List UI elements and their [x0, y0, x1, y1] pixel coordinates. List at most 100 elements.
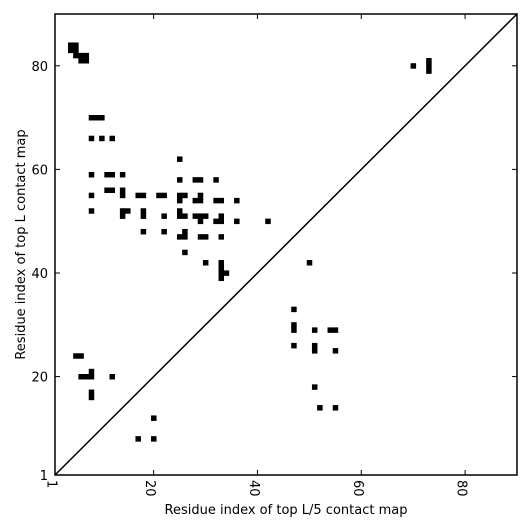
contact-point-top-l	[156, 192, 162, 199]
contact-point-top-l	[109, 135, 115, 142]
contact-point-top-l	[125, 208, 131, 214]
contact-point-top-l	[202, 213, 209, 219]
contact-point-top-l5	[135, 436, 141, 442]
contact-point-top-l5	[332, 348, 339, 354]
contact-point-top-l	[73, 353, 79, 359]
contact-point-top-l	[88, 373, 95, 380]
contact-point-top-l5	[311, 384, 318, 390]
contact-point-top-l	[176, 234, 183, 240]
contact-point-top-l	[67, 42, 74, 48]
contact-point-top-l	[182, 234, 188, 240]
contact-point-top-l5	[291, 306, 297, 313]
contact-point-top-l	[182, 192, 188, 199]
contact-point-top-l	[213, 218, 219, 225]
contact-point-top-l5	[410, 63, 417, 69]
contact-point-top-l	[192, 177, 199, 183]
contact-point-top-l	[109, 373, 115, 380]
contact-point-top-l	[78, 373, 84, 380]
contact-point-top-l	[140, 228, 147, 235]
contact-point-top-l	[161, 213, 167, 219]
contact-point-top-l	[223, 270, 230, 276]
contact-point-top-l	[99, 135, 105, 142]
contact-point-top-l	[88, 394, 95, 401]
contact-point-top-l	[140, 213, 147, 219]
contact-point-top-l5	[332, 405, 339, 411]
contact-point-top-l	[213, 177, 219, 183]
contact-point-top-l	[192, 197, 199, 204]
x-tick-label: 1	[44, 480, 59, 488]
contact-point-top-l	[234, 197, 240, 204]
contact-point-top-l5	[311, 327, 318, 333]
contact-point-top-l	[88, 135, 95, 142]
contact-point-top-l	[119, 208, 126, 214]
contact-point-top-l	[83, 52, 90, 59]
contact-point-top-l	[78, 353, 84, 359]
contact-point-top-l	[88, 208, 95, 214]
contact-point-top-l5	[291, 342, 297, 349]
contact-point-top-l	[67, 47, 74, 54]
contact-point-top-l	[73, 42, 79, 48]
contact-point-top-l	[119, 187, 126, 194]
contact-point-top-l	[182, 249, 188, 256]
contact-point-top-l	[109, 171, 115, 178]
points-layer	[67, 42, 432, 442]
contact-point-top-l5	[151, 415, 157, 421]
contact-point-top-l5	[426, 68, 432, 74]
y-tick-label: 80	[31, 60, 48, 75]
contact-point-top-l	[192, 213, 199, 219]
contact-point-top-l	[202, 234, 209, 240]
y-tick-label: 1	[40, 469, 48, 484]
contact-point-top-l	[88, 192, 95, 199]
contact-point-top-l	[83, 58, 90, 64]
contact-point-top-l	[161, 228, 167, 235]
contact-point-top-l	[176, 197, 183, 204]
contact-point-top-l	[182, 228, 188, 235]
contact-point-top-l	[197, 192, 204, 199]
contact-point-top-l5	[426, 58, 432, 64]
contact-point-top-l	[119, 213, 126, 219]
contact-point-top-l	[265, 218, 271, 225]
contact-point-top-l	[104, 187, 110, 194]
contact-point-top-l5	[426, 63, 432, 69]
contact-point-top-l	[197, 213, 204, 219]
contact-point-top-l	[213, 197, 219, 204]
y-tick-label: 60	[31, 163, 48, 178]
contact-point-top-l	[140, 208, 147, 214]
x-tick-label: 20	[142, 480, 157, 497]
contact-point-top-l	[218, 265, 225, 271]
contact-point-top-l	[88, 389, 95, 396]
contact-point-top-l	[83, 373, 90, 380]
contact-point-top-l	[197, 197, 204, 204]
contact-point-top-l5	[151, 436, 157, 442]
contact-point-top-l5	[311, 342, 318, 349]
contact-point-top-l5	[317, 405, 323, 411]
contact-point-top-l	[99, 115, 105, 121]
contact-point-top-l	[161, 192, 167, 199]
contact-point-top-l	[176, 177, 183, 183]
contact-point-top-l	[176, 156, 183, 162]
contact-point-top-l	[197, 234, 204, 240]
contact-point-top-l	[140, 192, 147, 199]
contact-point-top-l	[104, 171, 110, 178]
ticks-layer: 1 20 40 60 80 1 20 40 60 80	[31, 14, 517, 497]
contact-point-top-l	[234, 218, 240, 225]
contact-point-top-l	[88, 115, 95, 121]
contact-point-top-l	[218, 234, 225, 240]
x-tick-label: 60	[350, 480, 365, 497]
diagonal-line	[54, 13, 518, 476]
contact-point-top-l5	[291, 327, 297, 333]
x-tick-label: 80	[454, 480, 469, 497]
contact-point-top-l	[197, 177, 204, 183]
contact-point-top-l5	[311, 348, 318, 354]
contact-point-top-l	[73, 52, 79, 59]
contact-point-top-l	[202, 260, 209, 266]
contact-point-top-l	[109, 187, 115, 194]
contact-point-top-l5	[327, 327, 334, 333]
contact-point-top-l	[119, 171, 126, 178]
contact-point-top-l	[73, 47, 79, 54]
contact-point-top-l	[218, 275, 225, 282]
x-tick-label: 40	[246, 480, 261, 497]
contact-point-top-l	[197, 218, 204, 225]
contact-point-top-l	[135, 192, 141, 199]
